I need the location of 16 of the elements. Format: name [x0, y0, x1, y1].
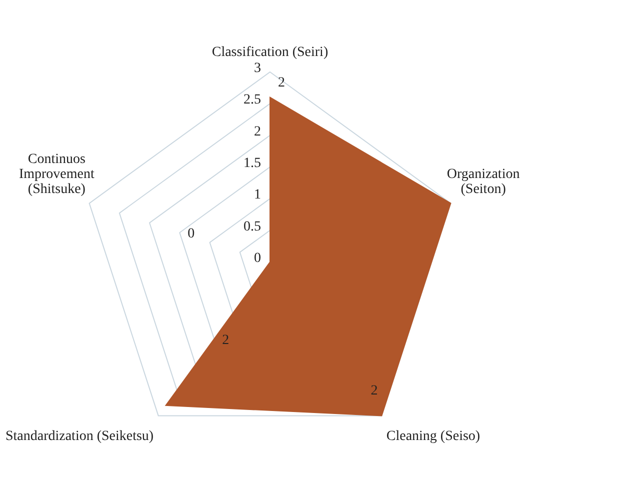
spoke-label: Standardization (Seiketsu): [5, 429, 154, 444]
y-tick-label: 2: [254, 124, 261, 140]
y-tick-label: 1: [254, 188, 261, 203]
text: 0: [188, 226, 195, 242]
y-tick-label: 0: [254, 251, 261, 266]
spoke-label: Organization (Seiton): [446, 166, 520, 197]
y-tick-label: 0.5: [244, 219, 261, 234]
spoke-label: Cleaning (Seiso): [386, 429, 480, 444]
y-tick-label: 2.5: [244, 92, 261, 108]
text: 2: [370, 384, 378, 399]
y-tick-label: 1.5: [244, 156, 261, 171]
text: 2: [222, 332, 230, 348]
spoke-label: Continuos Improvement (Shitsuke): [18, 152, 95, 197]
spoke-label: Classification (Seiri): [212, 45, 328, 60]
text: 2: [278, 76, 285, 90]
y-tick-label: 3: [254, 61, 261, 76]
